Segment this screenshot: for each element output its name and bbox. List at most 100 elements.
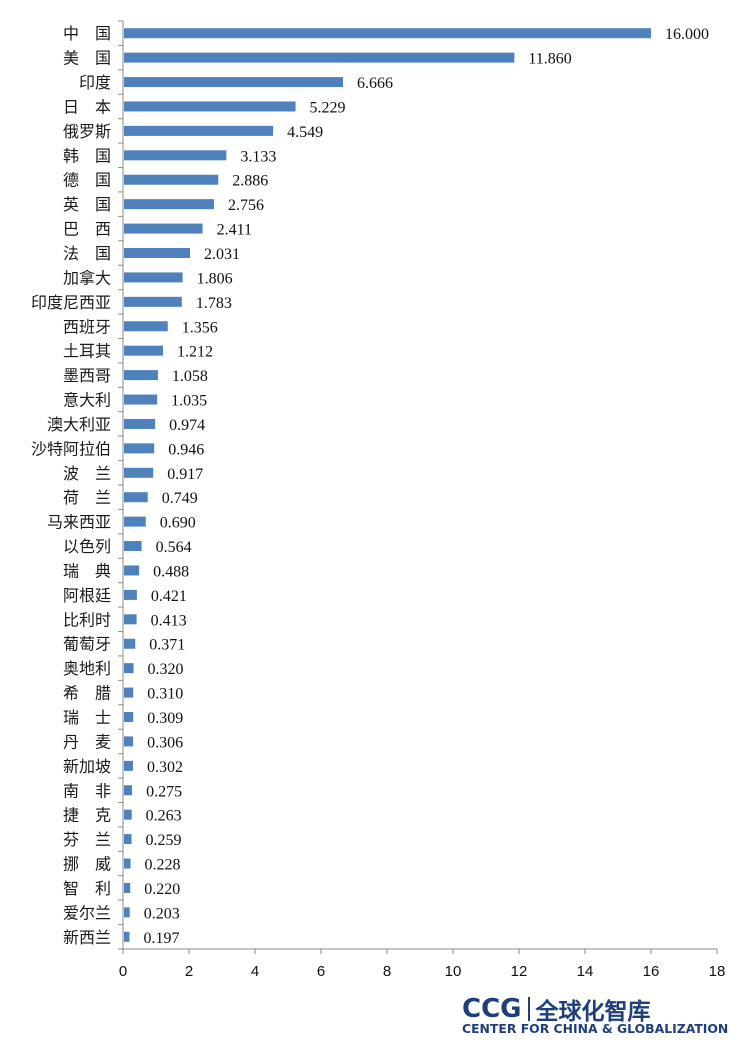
data-label: 0.259 — [146, 832, 182, 849]
bar — [124, 614, 137, 625]
bar — [124, 663, 134, 674]
category-label: 沙特阿拉伯 — [31, 439, 111, 458]
data-label: 0.275 — [146, 783, 182, 800]
x-tick-label: 14 — [577, 963, 594, 980]
category-label: 英 国 — [63, 195, 111, 214]
bar — [124, 272, 183, 283]
category-label: 葡萄牙 — [63, 635, 111, 654]
x-tick-label: 4 — [251, 963, 259, 980]
data-label: 1.783 — [196, 295, 232, 312]
bar — [124, 150, 227, 161]
bar — [124, 809, 132, 820]
data-label: 0.203 — [144, 905, 180, 922]
category-label: 瑞 士 — [63, 708, 111, 727]
data-label: 0.413 — [151, 612, 187, 629]
category-label: 新西兰 — [63, 928, 111, 947]
data-label: 0.263 — [146, 808, 182, 825]
data-label: 0.228 — [145, 857, 181, 874]
bar — [124, 370, 158, 381]
category-label: 西班牙 — [63, 317, 111, 336]
bar — [124, 858, 131, 869]
logo-chinese-text: 全球化智库 — [535, 999, 651, 1025]
ccg-logo: CCG 全球化智库 CENTER FOR CHINA & GLOBALIZATI… — [462, 992, 732, 1042]
bars-group — [124, 28, 651, 942]
bar — [124, 516, 146, 527]
data-label: 2.886 — [232, 173, 268, 190]
data-label: 0.488 — [153, 563, 189, 580]
bar — [124, 638, 136, 649]
category-label: 德 国 — [63, 171, 111, 190]
x-tick-label: 18 — [709, 963, 726, 980]
data-label: 0.310 — [147, 686, 183, 703]
bar — [124, 687, 134, 698]
category-label: 巴 西 — [63, 220, 111, 239]
category-label: 意大利 — [63, 391, 111, 410]
bar — [124, 345, 163, 356]
data-label: 0.917 — [167, 466, 203, 483]
data-label: 0.371 — [149, 637, 185, 654]
logo-ccg-text: CCG — [462, 994, 522, 1024]
x-tick-label: 6 — [317, 963, 325, 980]
category-label: 美 国 — [63, 49, 111, 68]
category-label: 墨西哥 — [63, 366, 111, 385]
bar — [124, 834, 132, 845]
category-label: 奥地利 — [63, 659, 111, 678]
category-label: 荷 兰 — [63, 488, 111, 507]
bar — [124, 760, 133, 771]
bar — [124, 223, 203, 234]
x-tick-label: 16 — [643, 963, 660, 980]
category-label: 爱尔兰 — [63, 903, 111, 922]
category-label: 中 国 — [63, 24, 111, 43]
x-tick-label: 2 — [185, 963, 193, 980]
category-label: 法 国 — [63, 244, 111, 263]
data-label: 11.860 — [528, 51, 571, 68]
category-label: 芬 兰 — [63, 830, 111, 849]
data-label: 0.220 — [144, 881, 180, 898]
bar — [124, 52, 515, 63]
bar — [124, 589, 137, 600]
category-label: 波 兰 — [63, 464, 111, 483]
bar — [124, 101, 296, 112]
data-label: 6.666 — [357, 75, 393, 92]
data-label: 0.690 — [160, 515, 196, 532]
data-label: 5.229 — [310, 99, 346, 116]
category-label: 韩 国 — [63, 146, 111, 165]
logo-separator — [527, 997, 530, 1021]
x-tick-label: 12 — [511, 963, 528, 980]
data-label: 1.806 — [197, 270, 233, 287]
data-label: 1.356 — [182, 319, 218, 336]
category-label: 日 本 — [63, 97, 111, 116]
category-label: 希 腊 — [63, 684, 111, 703]
logo-top-row: CCG 全球化智库 — [462, 992, 651, 1026]
category-label: 阿根廷 — [63, 586, 111, 605]
bar — [124, 443, 155, 454]
category-label: 比利时 — [63, 610, 111, 629]
bar — [124, 174, 219, 185]
bar — [124, 541, 142, 552]
data-label: 0.421 — [151, 588, 187, 605]
bar — [124, 248, 191, 258]
category-label: 智 利 — [63, 879, 111, 898]
bar — [124, 467, 154, 478]
data-label: 0.320 — [148, 661, 184, 678]
bar — [124, 931, 130, 942]
data-label: 1.212 — [177, 344, 213, 361]
data-label: 2.756 — [228, 197, 264, 214]
data-label: 0.302 — [147, 759, 183, 776]
category-label: 新加坡 — [63, 757, 111, 776]
category-label: 俄罗斯 — [63, 122, 111, 141]
data-label: 0.749 — [162, 490, 198, 507]
bar — [124, 394, 158, 405]
category-label: 捷 克 — [63, 806, 111, 825]
bar — [124, 296, 182, 307]
category-label: 土耳其 — [63, 342, 111, 361]
logo-english-text: CENTER FOR CHINA & GLOBALIZATION — [462, 1021, 729, 1036]
category-label: 南 非 — [63, 781, 111, 800]
bar — [124, 882, 131, 893]
bar — [124, 736, 134, 747]
data-label: 3.133 — [240, 148, 276, 165]
bar — [124, 199, 214, 210]
data-label: 0.309 — [147, 710, 183, 727]
